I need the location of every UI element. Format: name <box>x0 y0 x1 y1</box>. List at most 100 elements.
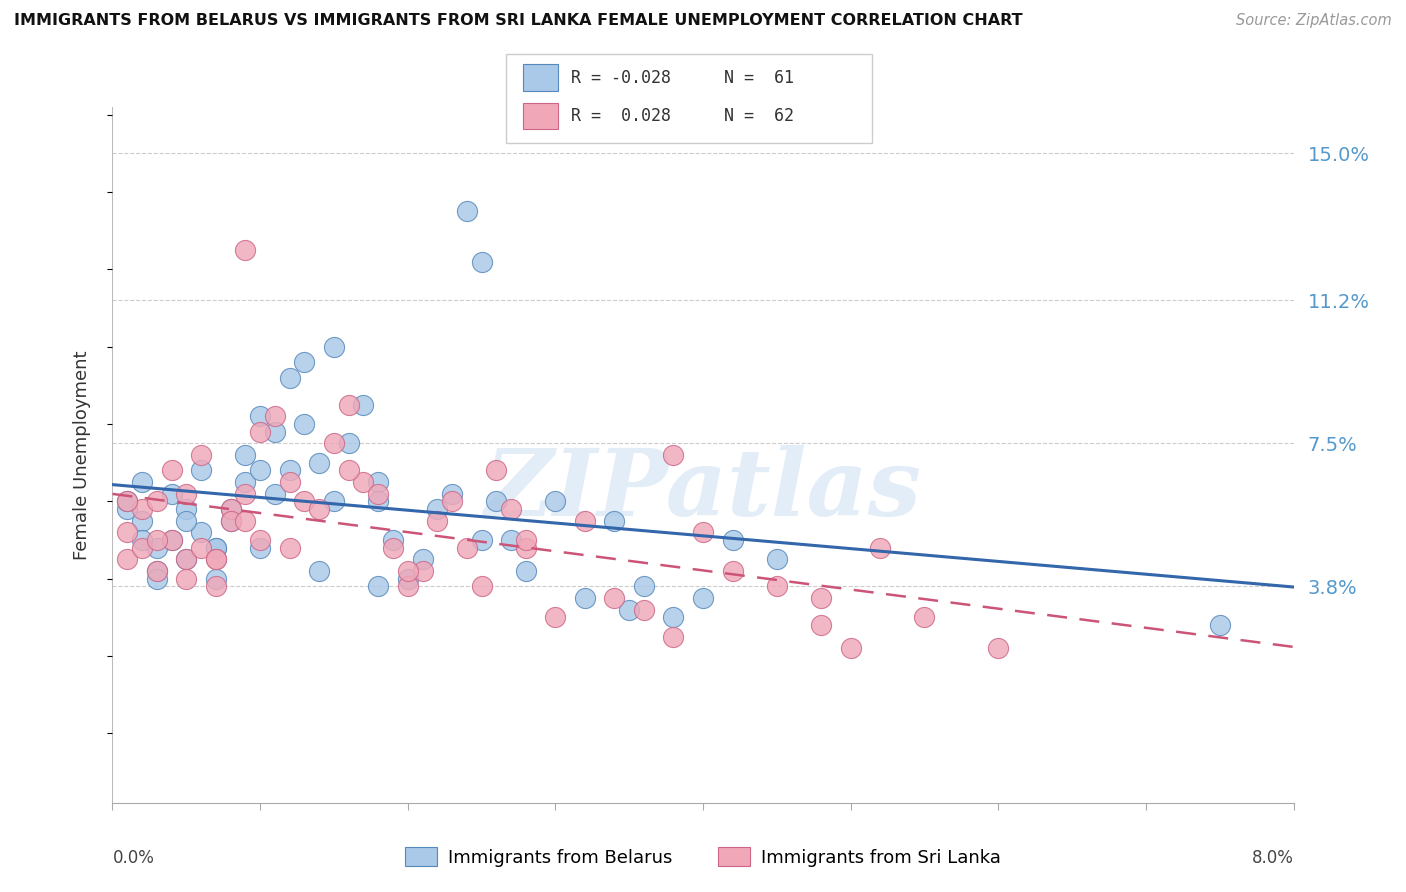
Point <box>485 463 508 477</box>
Point <box>501 533 523 547</box>
Text: R =  0.028: R = 0.028 <box>571 107 671 125</box>
Point <box>574 514 596 528</box>
Point <box>146 564 169 578</box>
Point <box>396 579 419 593</box>
Point <box>633 602 655 616</box>
Point <box>278 475 301 489</box>
Point <box>160 486 183 500</box>
Point <box>249 533 271 547</box>
Point <box>441 486 464 500</box>
Point <box>233 243 256 257</box>
Point <box>471 254 494 268</box>
Point <box>471 533 494 547</box>
Point <box>367 579 389 593</box>
Point <box>233 475 256 489</box>
Text: N =  62: N = 62 <box>724 107 794 125</box>
Point <box>264 425 287 439</box>
Point <box>765 552 787 566</box>
Point <box>205 552 228 566</box>
Point <box>264 409 287 424</box>
Point <box>131 533 153 547</box>
Point <box>278 541 301 555</box>
Point <box>190 463 212 477</box>
Point <box>412 552 434 566</box>
Point <box>308 564 330 578</box>
Point <box>233 486 256 500</box>
Point <box>382 533 405 547</box>
Point <box>352 475 374 489</box>
Point <box>205 541 228 555</box>
Point <box>131 541 153 555</box>
Point <box>603 591 626 605</box>
Point <box>396 572 419 586</box>
Text: ZIPatlas: ZIPatlas <box>485 445 921 534</box>
Point <box>367 475 389 489</box>
Point <box>160 533 183 547</box>
Point <box>323 494 346 508</box>
Point <box>205 552 228 566</box>
Point <box>205 541 228 555</box>
Point <box>869 541 891 555</box>
Point <box>337 398 360 412</box>
Point <box>249 541 271 555</box>
Point <box>692 525 714 540</box>
Point <box>914 610 936 624</box>
Point <box>174 552 197 566</box>
Point <box>426 502 449 516</box>
Point <box>278 463 301 477</box>
Legend: Immigrants from Belarus, Immigrants from Sri Lanka: Immigrants from Belarus, Immigrants from… <box>398 840 1008 874</box>
Point <box>190 541 212 555</box>
Point <box>323 436 346 450</box>
Point <box>117 494 138 508</box>
Point <box>382 541 405 555</box>
Point <box>117 502 138 516</box>
Point <box>721 564 744 578</box>
Point <box>515 533 537 547</box>
Point <box>249 425 271 439</box>
Point <box>233 448 256 462</box>
Point <box>456 541 478 555</box>
Point <box>264 486 287 500</box>
Point <box>323 340 346 354</box>
Point <box>515 541 537 555</box>
Point <box>249 409 271 424</box>
Point <box>146 541 169 555</box>
Text: 8.0%: 8.0% <box>1251 849 1294 867</box>
Point <box>146 494 169 508</box>
Point <box>117 552 138 566</box>
Point <box>174 572 197 586</box>
Point <box>174 552 197 566</box>
Point <box>662 448 685 462</box>
Point <box>839 641 862 656</box>
Point <box>987 641 1010 656</box>
Point <box>131 475 153 489</box>
Point <box>205 572 228 586</box>
Point <box>1208 618 1232 632</box>
Point <box>337 436 360 450</box>
Text: IMMIGRANTS FROM BELARUS VS IMMIGRANTS FROM SRI LANKA FEMALE UNEMPLOYMENT CORRELA: IMMIGRANTS FROM BELARUS VS IMMIGRANTS FR… <box>14 13 1022 29</box>
Point <box>146 564 169 578</box>
Point <box>174 486 197 500</box>
Text: 0.0%: 0.0% <box>112 849 155 867</box>
Point <box>308 456 330 470</box>
Point <box>574 591 596 605</box>
Point <box>292 417 315 431</box>
Point <box>662 610 685 624</box>
Point <box>219 502 242 516</box>
Point <box>308 502 330 516</box>
Point <box>146 572 169 586</box>
Y-axis label: Female Unemployment: Female Unemployment <box>73 351 91 559</box>
Point <box>485 494 508 508</box>
Point <box>160 463 183 477</box>
Point <box>633 579 655 593</box>
Text: N =  61: N = 61 <box>724 69 794 87</box>
Point <box>544 494 567 508</box>
Point <box>292 494 315 508</box>
Point <box>174 502 197 516</box>
Point <box>692 591 714 605</box>
Point <box>131 514 153 528</box>
Point <box>131 502 153 516</box>
Point <box>117 494 138 508</box>
Point <box>219 502 242 516</box>
Point <box>456 204 478 219</box>
